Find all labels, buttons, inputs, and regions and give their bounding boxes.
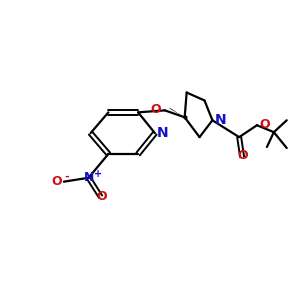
Text: O: O: [96, 190, 107, 203]
Text: N: N: [83, 171, 94, 184]
Text: N: N: [157, 126, 169, 140]
Text: O: O: [150, 103, 161, 116]
Text: -: -: [65, 172, 69, 182]
Text: +: +: [94, 169, 102, 179]
Text: O: O: [259, 118, 270, 131]
Text: O: O: [52, 175, 62, 188]
Text: N: N: [214, 113, 226, 127]
Text: O: O: [238, 149, 248, 162]
